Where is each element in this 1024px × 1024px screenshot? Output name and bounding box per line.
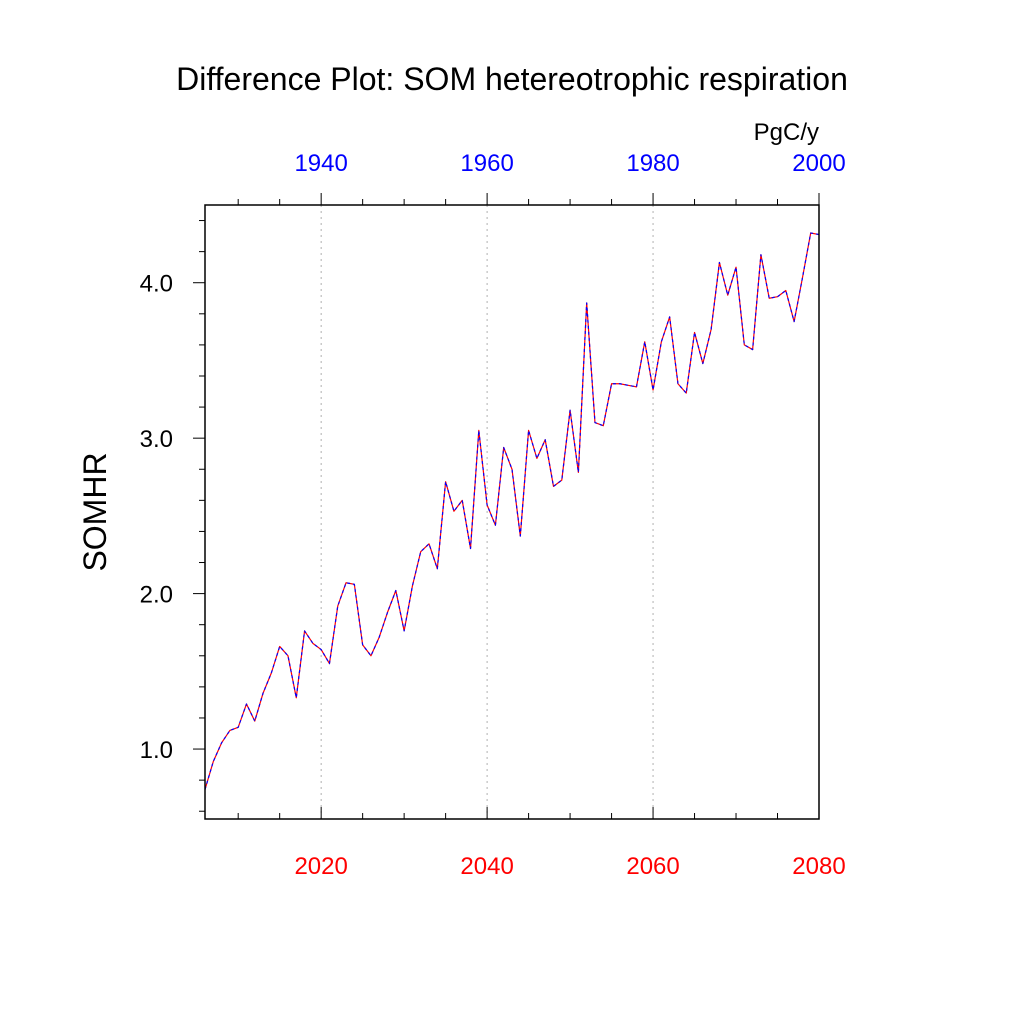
chart-title: Difference Plot: SOM hetereotrophic resp… — [176, 61, 848, 97]
left-tick-label: 2.0 — [140, 582, 173, 609]
left-tick-label: 4.0 — [140, 271, 173, 298]
bottom-tick-label: 2040 — [460, 853, 513, 880]
bottom-tick-label: 2060 — [626, 853, 679, 880]
top-tick-label: 1940 — [294, 150, 347, 177]
series-line-red — [204, 232, 820, 790]
left-tick-label: 1.0 — [140, 737, 173, 764]
top-tick-label: 1960 — [460, 150, 513, 177]
axis-ticks — [193, 193, 820, 819]
bottom-tick-label: 2080 — [792, 853, 845, 880]
tick-labels: 2020 2040 2060 2080 1940 1960 1980 2000 1.0 2.0 3.… — [140, 150, 846, 880]
top-tick-label: 1980 — [626, 150, 679, 177]
plot-frame — [204, 204, 820, 820]
left-tick-label: 3.0 — [140, 426, 173, 453]
units-label: PgC/y — [754, 119, 819, 146]
data-series — [204, 232, 820, 790]
y-axis-label: SOMHR — [77, 452, 113, 571]
bottom-tick-label: 2020 — [294, 853, 347, 880]
top-tick-label: 2000 — [792, 150, 845, 177]
grid-lines — [320, 205, 654, 819]
